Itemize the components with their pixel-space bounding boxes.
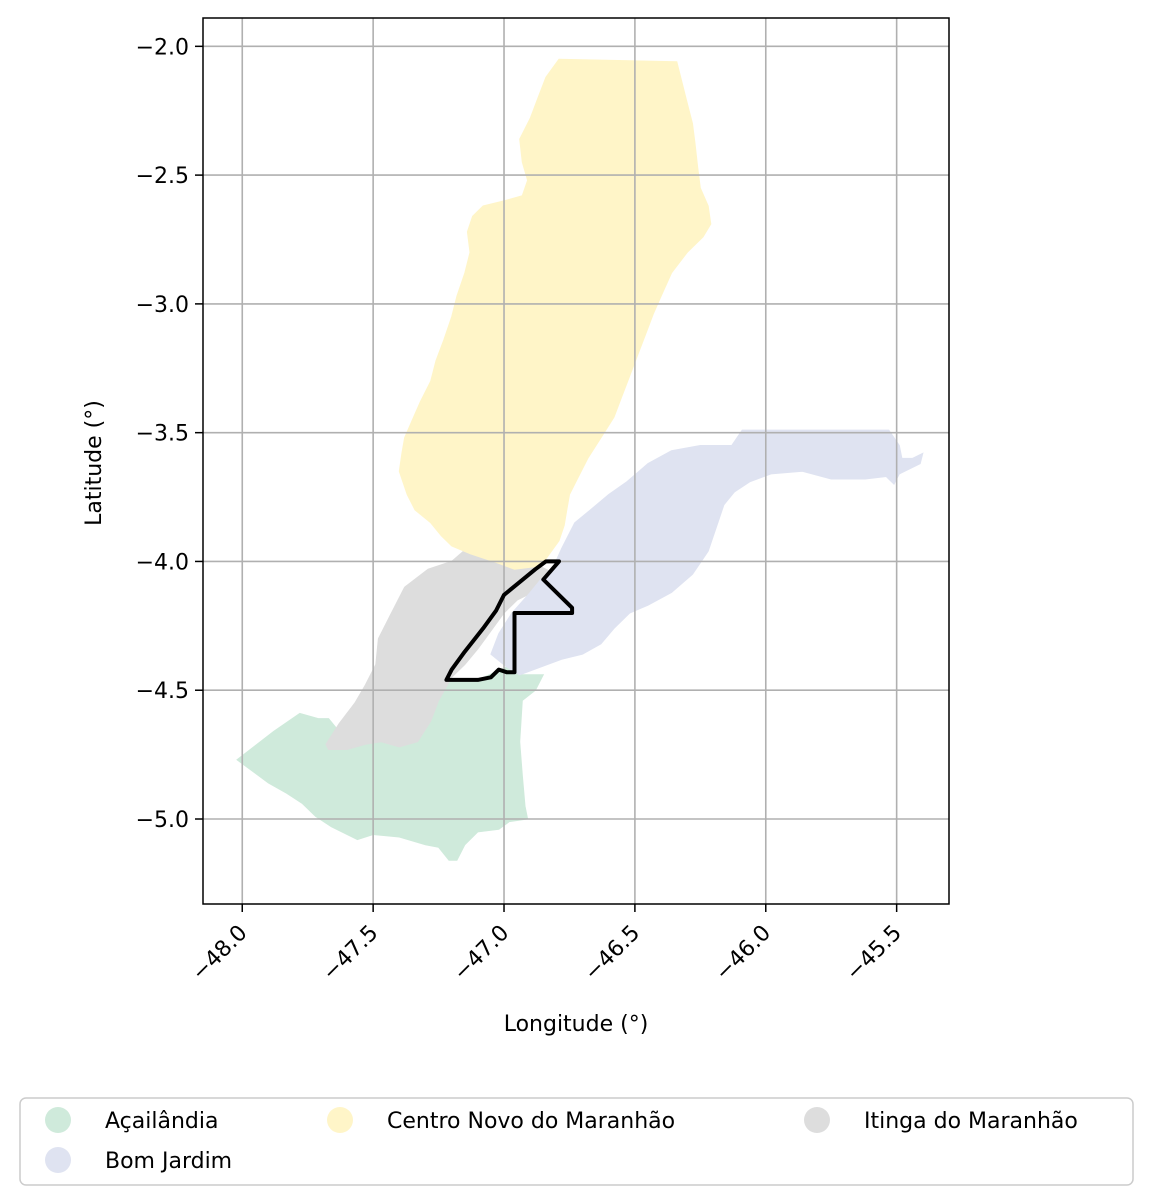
regions-layer: [236, 58, 924, 861]
y-axis-label: Latitude (°): [82, 400, 107, 526]
grid-layer: [203, 18, 949, 904]
plot-frame: [202, 17, 950, 905]
highlight-outline: [444, 559, 575, 682]
region-centro-novo-do-maranhao: [398, 58, 712, 570]
y-tick-label: −4.5: [136, 679, 189, 704]
y-tick-label: −4.0: [136, 550, 189, 575]
legend-marker-itinga: [804, 1107, 830, 1133]
y-tick-label: −3.0: [136, 293, 189, 318]
y-tick-label: −2.0: [136, 35, 189, 60]
legend-label-acailandia: Açailândia: [105, 1109, 218, 1134]
legend: Açailândia Centro Novo do Maranhão Iting…: [19, 1097, 1134, 1186]
legend-frame: [19, 1097, 1134, 1186]
legend-marker-acailandia: [45, 1107, 71, 1133]
x-axis-label: Longitude (°): [504, 1012, 649, 1037]
legend-marker-bom-jardim: [45, 1147, 71, 1173]
y-tick-label: −3.5: [136, 422, 189, 447]
outline-layer: [444, 559, 575, 682]
legend-label-bom-jardim: Bom Jardim: [105, 1149, 232, 1174]
y-tick-label: −5.0: [136, 808, 189, 833]
legend-label-centro-novo: Centro Novo do Maranhão: [387, 1109, 675, 1134]
y-tick-label: −2.5: [136, 164, 189, 189]
legend-label-itinga: Itinga do Maranhão: [864, 1109, 1078, 1134]
legend-marker-centro-novo: [327, 1107, 353, 1133]
region-bom-jardim: [490, 429, 924, 676]
